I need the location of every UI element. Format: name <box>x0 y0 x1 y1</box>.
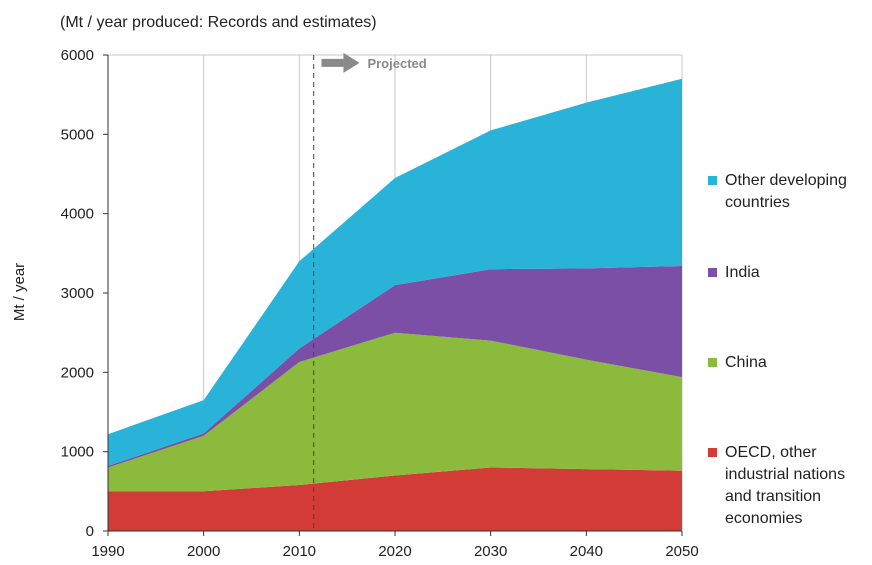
legend-swatch-2 <box>708 268 717 277</box>
right-arrow-icon <box>321 52 360 73</box>
chart-subtitle: (Mt / year produced: Records and estimat… <box>60 14 377 31</box>
y-tick-labels: 0 1000 2000 3000 4000 5000 6000 <box>61 47 108 540</box>
legend-swatch-0 <box>708 448 717 457</box>
x-tick-label-2010: 2010 <box>283 543 316 560</box>
legend-label-3: Other developing countries <box>725 172 847 211</box>
x-tick-label-2030: 2030 <box>474 543 507 560</box>
x-tick-label-2040: 2040 <box>570 543 603 560</box>
legend: Other developing countries India China OECD,… <box>708 172 847 527</box>
area-series <box>108 78 682 531</box>
y-tick-label-4000: 4000 <box>61 206 94 223</box>
legend-label-1: China <box>725 354 767 371</box>
x-tick-label-2000: 2000 <box>187 543 220 560</box>
legend-label-2: India <box>725 264 760 281</box>
area-series-1 <box>108 332 682 492</box>
y-tick-label-2000: 2000 <box>61 364 94 381</box>
x-tick-label-2020: 2020 <box>378 543 411 560</box>
y-axis-title: Mt / year <box>11 263 28 321</box>
y-tick-label-6000: 6000 <box>61 47 94 64</box>
legend-label-0: OECD, other industrial nations and transit… <box>725 444 845 527</box>
legend-swatch-1 <box>708 358 717 367</box>
y-tick-label-1000: 1000 <box>61 444 94 461</box>
legend-swatch-3 <box>708 176 717 185</box>
projected-label: Projected <box>367 56 426 71</box>
annotations: Projected <box>313 52 427 531</box>
area-series-2 <box>108 266 682 468</box>
y-tick-label-0: 0 <box>86 523 94 540</box>
y-tick-label-5000: 5000 <box>61 126 94 143</box>
x-tick-label-2050: 2050 <box>665 543 698 560</box>
area-series-3 <box>108 78 682 466</box>
area-series-0 <box>108 467 682 531</box>
y-tick-label-3000: 3000 <box>61 285 94 302</box>
x-tick-labels: 1990 2000 2010 2020 2030 2040 2050 <box>91 531 699 560</box>
x-tick-label-1990: 1990 <box>91 543 124 560</box>
